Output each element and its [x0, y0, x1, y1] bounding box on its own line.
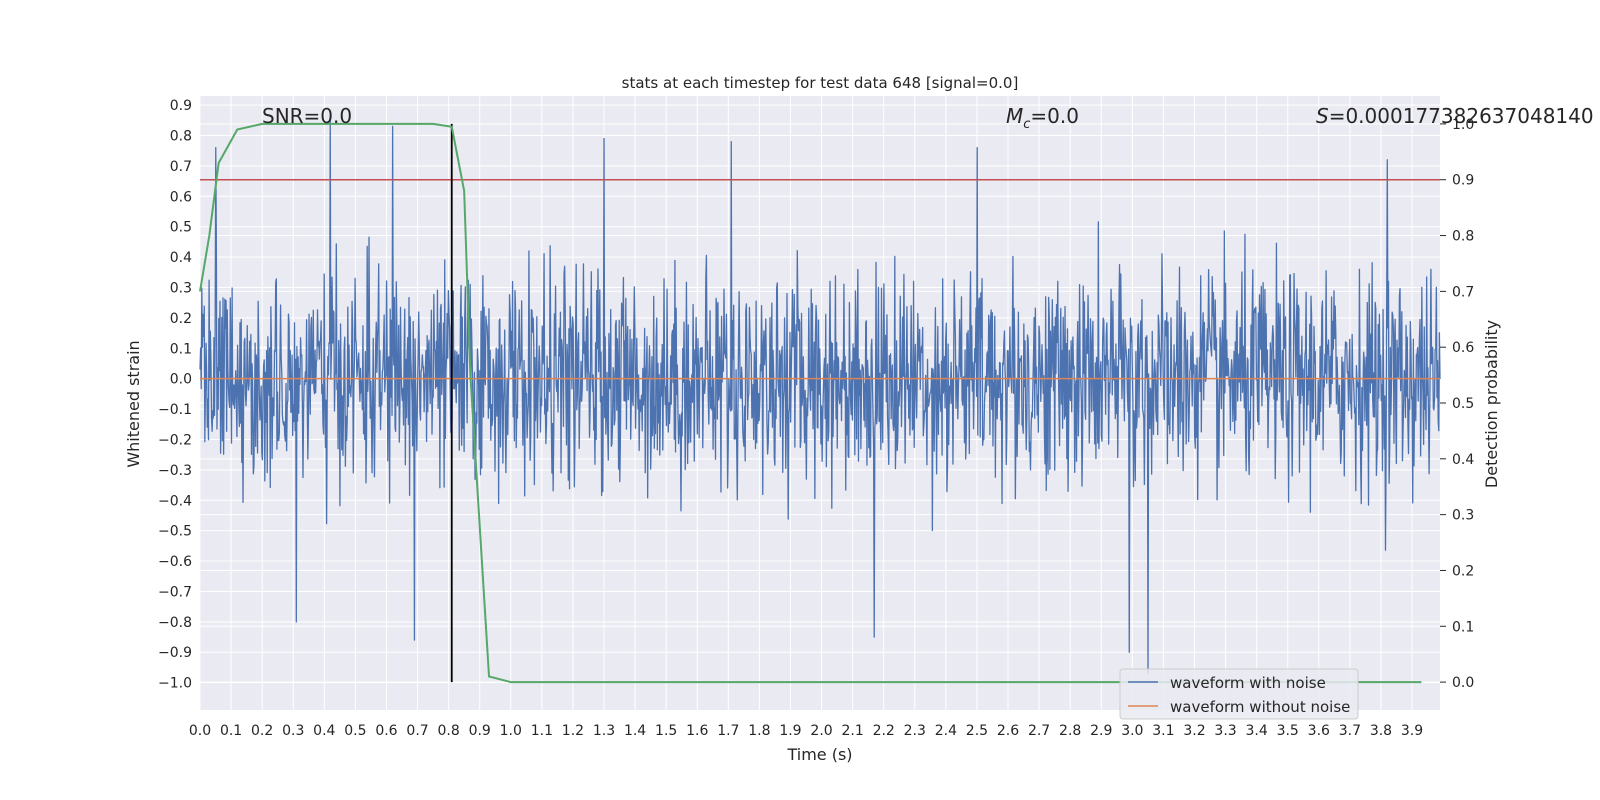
- x-tick-label: 1.9: [779, 723, 801, 739]
- y-tick-label: 0.2: [170, 311, 192, 327]
- x-tick-label: 1.1: [531, 723, 553, 739]
- x-tick-label: 0.4: [313, 723, 335, 739]
- x-tick-label: 1.0: [500, 723, 522, 739]
- x-tick-label: 1.4: [624, 723, 646, 739]
- x-tick-label: 2.2: [873, 723, 895, 739]
- x-tick-label: 1.6: [686, 723, 708, 739]
- x-tick-label: 0.9: [469, 723, 491, 739]
- y2-tick-label: 0.2: [1452, 563, 1474, 579]
- series-layer: [199, 116, 1441, 684]
- s-value: =0.00017738263704814: [1329, 104, 1581, 128]
- y-tick-label: 0.7: [170, 159, 192, 175]
- y-axis-ticks: 0.9 0.8 0.7 0.6 0.5 0.4 0.3 0.2 0.1 0.0 −0.1 −0.2 −0…: [158, 98, 192, 692]
- x-tick-label: 3.9: [1401, 723, 1423, 739]
- y2-tick-label: 1.0: [1452, 117, 1474, 133]
- y2-axis-ticks: 0.0 0.1 0.2 0.3 0.4 0.5 0.6 0.7 0.8 0.9 1.0: [1440, 117, 1474, 691]
- x-tick-label: 0.6: [375, 723, 397, 739]
- x-tick-label: 0.7: [406, 723, 428, 739]
- y2-axis-label: Detection probability: [1482, 320, 1501, 488]
- x-tick-label: 3.2: [1183, 723, 1205, 739]
- s-symbol: S: [1316, 104, 1329, 128]
- legend-box: [1119, 668, 1359, 720]
- chart-title: stats at each timestep for test data 648…: [622, 74, 1019, 92]
- x-tick-label: 3.6: [1308, 723, 1330, 739]
- x-tick-label: 2.3: [904, 723, 926, 739]
- x-axis-label: Time (s): [786, 745, 852, 764]
- x-tick-label: 0.0: [189, 723, 211, 739]
- x-tick-label: 0.5: [344, 723, 366, 739]
- x-tick-label: 3.8: [1370, 723, 1392, 739]
- y-tick-label: −0.1: [158, 402, 192, 418]
- mc-symbol: M: [1006, 104, 1023, 128]
- x-tick-label: 2.7: [1028, 723, 1050, 739]
- x-tick-label: 3.7: [1339, 723, 1361, 739]
- mc-value: =0.0: [1030, 104, 1079, 128]
- x-tick-label: 1.2: [562, 723, 584, 739]
- x-tick-label: 1.5: [655, 723, 677, 739]
- s-annotation: S=0.000177382637048140: [1316, 104, 1594, 128]
- y-tick-label: −0.4: [158, 493, 192, 509]
- y-tick-label: 0.1: [170, 341, 192, 357]
- x-tick-label: 3.5: [1277, 723, 1299, 739]
- x-tick-label: 1.8: [748, 723, 770, 739]
- y-axis-label: Whitened strain: [124, 340, 143, 467]
- x-tick-label: 2.1: [841, 723, 863, 739]
- y-tick-label: 0.5: [170, 220, 192, 236]
- x-tick-label: 3.0: [1121, 723, 1143, 739]
- y-tick-label: 0.9: [170, 98, 192, 114]
- x-tick-label: 3.1: [1152, 723, 1174, 739]
- mc-subscript: c: [1023, 117, 1030, 132]
- y2-tick-label: 0.1: [1452, 619, 1474, 635]
- x-tick-label: 1.3: [593, 723, 615, 739]
- y-tick-label: −0.8: [158, 615, 192, 631]
- x-tick-label: 2.5: [966, 723, 988, 739]
- y-tick-label: 0.3: [170, 280, 192, 296]
- x-tick-label: 2.8: [1059, 723, 1081, 739]
- y-tick-label: −0.7: [158, 584, 192, 600]
- x-tick-label: 3.4: [1246, 723, 1268, 739]
- y-tick-label: −0.3: [158, 463, 192, 479]
- y-tick-label: −0.6: [158, 554, 192, 570]
- x-tick-label: 2.0: [810, 723, 832, 739]
- y-tick-label: 0.6: [170, 189, 192, 205]
- s-value-tail: 0: [1581, 104, 1594, 128]
- snr-annotation: SNR=0.0: [262, 104, 352, 128]
- legend-label-noise: waveform with noise: [1170, 674, 1326, 692]
- y-tick-label: −1.0: [158, 676, 192, 692]
- x-tick-label: 0.8: [437, 723, 459, 739]
- x-tick-label: 1.7: [717, 723, 739, 739]
- x-tick-label: 0.3: [282, 723, 304, 739]
- y2-tick-label: 0.9: [1452, 173, 1474, 189]
- y-tick-label: 0.8: [170, 129, 192, 145]
- legend: waveform with noise waveform without noi…: [1119, 668, 1359, 720]
- y2-tick-label: 0.6: [1452, 340, 1474, 356]
- y-tick-label: −0.2: [158, 432, 192, 448]
- y2-tick-label: 0.4: [1452, 452, 1474, 468]
- x-axis-ticks: 0.0 0.1 0.2 0.3 0.4 0.5 0.6 0.7 0.8 0.9 1.0 1.1 1.2 1…: [189, 723, 1423, 739]
- y-tick-label: 0.0: [170, 372, 192, 388]
- x-tick-label: 2.9: [1090, 723, 1112, 739]
- y2-tick-label: 0.7: [1452, 284, 1474, 300]
- x-tick-label: 2.4: [935, 723, 957, 739]
- y-tick-label: −0.9: [158, 645, 192, 661]
- series-line-noise: [199, 116, 1441, 675]
- x-tick-label: 0.2: [251, 723, 273, 739]
- y2-tick-label: 0.0: [1452, 675, 1474, 691]
- x-tick-label: 3.3: [1214, 723, 1236, 739]
- y-tick-label: 0.4: [170, 250, 192, 266]
- x-tick-label: 0.1: [220, 723, 242, 739]
- y2-tick-label: 0.5: [1452, 396, 1474, 412]
- y-tick-label: −0.5: [158, 524, 192, 540]
- mc-annotation: Mc=0.0: [1006, 104, 1079, 132]
- y2-tick-label: 0.3: [1452, 508, 1474, 524]
- y2-tick-label: 0.8: [1452, 229, 1474, 245]
- series-line-probability: [199, 122, 1422, 684]
- legend-label-clean: waveform without noise: [1170, 698, 1350, 716]
- x-tick-label: 2.6: [997, 723, 1019, 739]
